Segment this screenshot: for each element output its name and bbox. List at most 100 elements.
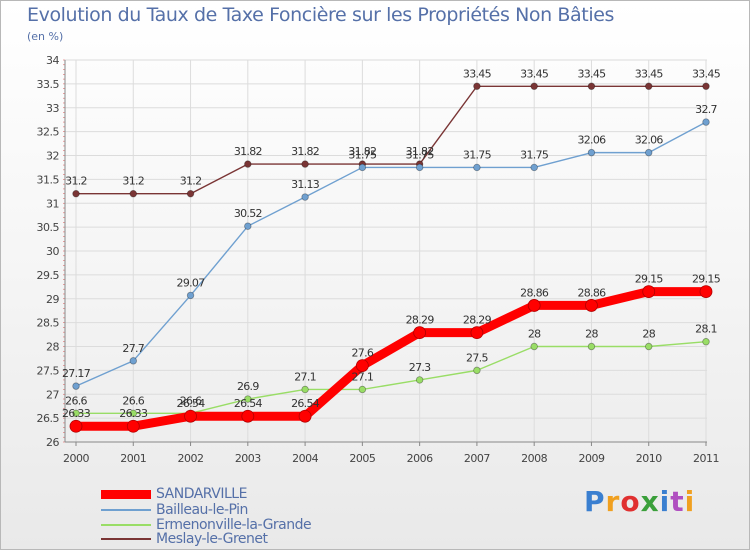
logo-letter: i <box>659 485 671 518</box>
data-label: 26.33 <box>119 407 148 420</box>
data-point <box>355 359 369 373</box>
data-label: 28.29 <box>463 314 492 327</box>
data-label: 27.1 <box>352 370 374 383</box>
data-point <box>241 409 255 423</box>
data-point <box>702 118 710 126</box>
data-point <box>244 222 252 230</box>
data-label: 31.2 <box>180 175 202 188</box>
legend-item-bailleau-le-pin: Bailleau-le-Pin <box>101 502 248 518</box>
data-point <box>530 163 538 172</box>
data-point <box>473 163 481 172</box>
y-tick-label: 27 <box>46 388 59 401</box>
data-label: 28.1 <box>695 323 717 336</box>
x-tick-label: 2008 <box>521 452 547 465</box>
data-point <box>415 163 424 172</box>
logo-letter: r <box>605 485 621 518</box>
data-point <box>358 163 367 172</box>
x-tick-label: 2002 <box>178 452 204 465</box>
series-line <box>75 85 707 195</box>
legend-item-meslay-le-grenet: Meslay-le-Grenet <box>101 531 268 547</box>
data-label: 32.06 <box>635 134 664 147</box>
legend-item-ermenonville-la-grande: Ermenonville-la-Grande <box>101 517 312 533</box>
data-label: 31.2 <box>65 175 87 188</box>
data-label: 33.45 <box>692 67 721 80</box>
data-label: 31.75 <box>463 148 492 161</box>
data-label: 28 <box>642 328 655 341</box>
proxiti-logo: Proxiti <box>584 485 695 518</box>
logo-letter: i <box>684 485 696 518</box>
data-point <box>587 82 596 90</box>
data-point <box>184 409 197 423</box>
data-point <box>587 342 596 351</box>
legend-swatch <box>101 524 151 526</box>
data-point <box>585 299 598 312</box>
data-label: 31.13 <box>291 178 320 191</box>
data-point <box>702 338 710 346</box>
chart-unit-label: (en %) <box>27 30 64 43</box>
x-tick-label: 2009 <box>578 452 604 465</box>
logo-letter: t <box>670 485 685 518</box>
data-point <box>413 326 427 340</box>
data-label: 28 <box>585 328 598 341</box>
data-point <box>186 189 195 198</box>
data-label: 31.82 <box>291 145 319 158</box>
legend-item-sandarville: SANDARVILLE <box>101 486 247 502</box>
data-point <box>126 419 140 433</box>
series-line <box>71 287 711 431</box>
y-tick-label: 29 <box>46 293 59 306</box>
data-label: 31.75 <box>406 148 435 161</box>
data-label: 32.7 <box>695 103 717 116</box>
data-label: 27.7 <box>122 342 144 355</box>
data-point <box>473 366 481 375</box>
data-label: 26.6 <box>122 394 144 407</box>
legend-label: Bailleau-le-Pin <box>156 502 248 518</box>
data-point <box>186 291 195 300</box>
data-point <box>72 409 80 418</box>
data-label: 31.75 <box>348 148 377 161</box>
data-point <box>470 326 484 340</box>
data-label: 29.15 <box>692 273 721 286</box>
data-point <box>527 299 541 312</box>
data-label: 28.86 <box>577 286 606 299</box>
y-tick-label: 32.5 <box>37 126 60 139</box>
data-point <box>645 148 653 157</box>
x-tick-label: 2005 <box>349 452 375 465</box>
data-label: 27.3 <box>409 361 431 374</box>
x-tick-label: 2004 <box>292 452 318 465</box>
data-label: 33.45 <box>463 67 492 80</box>
data-point <box>301 385 309 394</box>
y-tick-label: 29.5 <box>37 269 60 282</box>
y-tick-label: 34 <box>46 54 59 67</box>
data-point <box>415 376 424 384</box>
data-point <box>129 409 137 418</box>
data-label: 27.17 <box>62 367 91 380</box>
x-tick-label: 2000 <box>63 452 89 465</box>
chart-title: Evolution du Taux de Taxe Foncière sur l… <box>27 4 615 26</box>
legend-label: SANDARVILLE <box>156 486 247 502</box>
data-point <box>72 382 80 390</box>
data-point <box>699 285 713 298</box>
data-point <box>244 395 252 403</box>
x-tick-label: 2010 <box>636 452 662 465</box>
data-label: 26.54 <box>291 397 320 410</box>
data-label: 33.45 <box>577 67 606 80</box>
data-point <box>129 189 137 198</box>
data-point <box>69 419 83 433</box>
x-tick-label: 2007 <box>464 452 490 465</box>
data-point <box>72 189 80 198</box>
data-label: 26.6 <box>180 394 202 407</box>
data-point <box>301 160 309 168</box>
data-label: 33.45 <box>635 67 664 80</box>
data-label: 30.52 <box>234 207 262 220</box>
data-point <box>645 342 653 351</box>
y-tick-label: 28.5 <box>37 317 60 330</box>
data-label: 26.54 <box>234 397 263 410</box>
y-tick-label: 26 <box>46 436 59 449</box>
data-point <box>530 82 538 90</box>
data-label: 27.6 <box>352 347 374 360</box>
data-label: 31.82 <box>348 145 376 158</box>
legend-swatch <box>101 509 151 511</box>
y-tick-label: 31.5 <box>37 173 60 186</box>
